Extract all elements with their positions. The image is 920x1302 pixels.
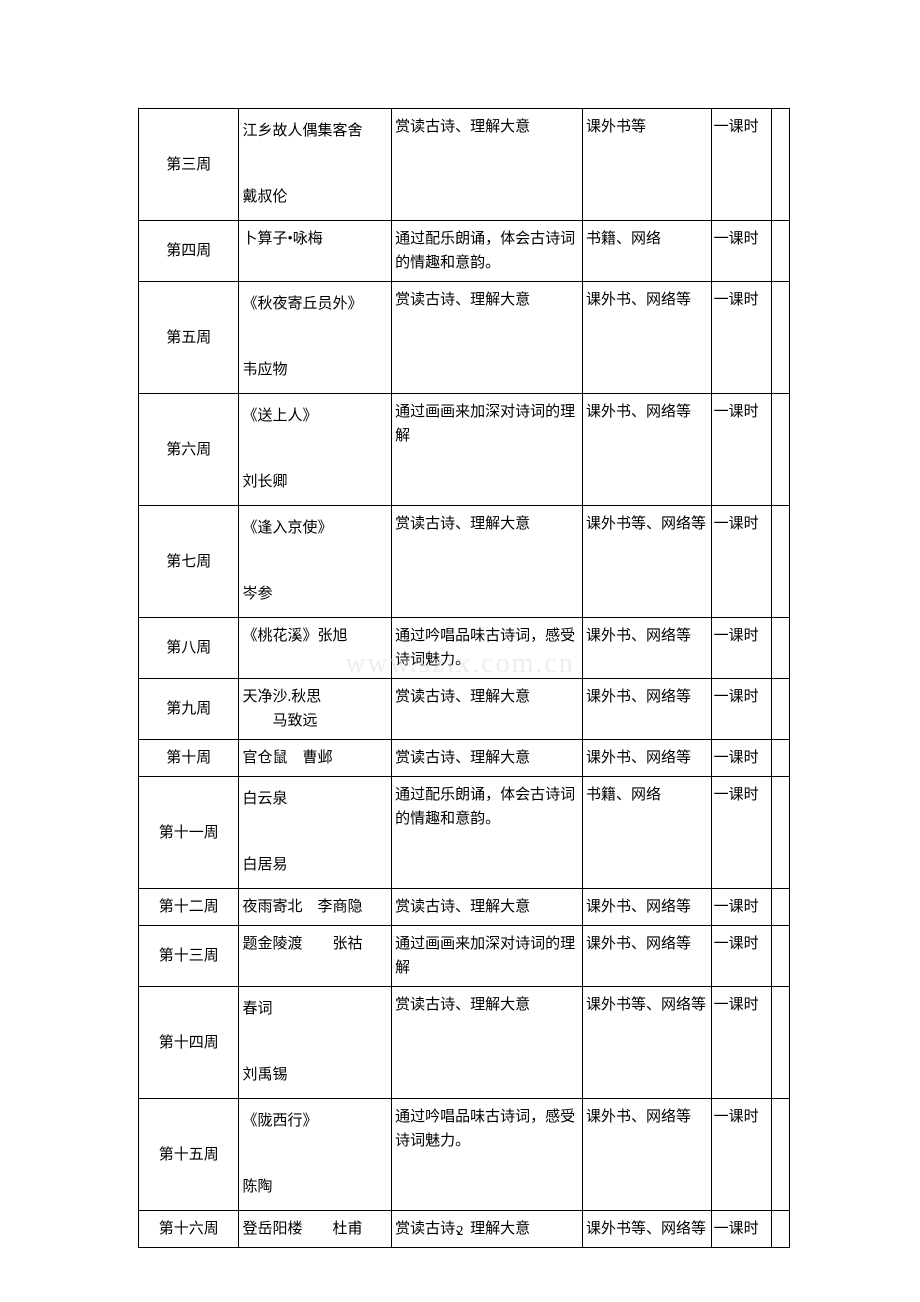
table-row: 第十周官仓鼠 曹邺赏读古诗、理解大意课外书、网络等一课时 [139,740,790,777]
extra-cell [771,777,789,889]
extra-cell [771,618,789,679]
resource-cell: 课外书、网络等 [583,394,712,506]
extra-cell [771,282,789,394]
week-cell: 第十一周 [139,777,239,889]
table-row: 第十三周题金陵渡 张祜通过画画来加深对诗词的理解课外书、网络等一课时 [139,926,790,987]
week-cell: 第十二周 [139,889,239,926]
duration-cell: 一课时 [711,282,771,394]
extra-cell [771,109,789,221]
duration-cell: 一课时 [711,777,771,889]
duration-cell: 一课时 [711,889,771,926]
extra-cell [771,221,789,282]
title-cell: 夜雨寄北 李商隐 [239,889,392,926]
title-cell: 题金陵渡 张祜 [239,926,392,987]
duration-cell: 一课时 [711,394,771,506]
week-cell: 第四周 [139,221,239,282]
activity-cell: 通过画画来加深对诗词的理解 [392,926,583,987]
extra-cell [771,506,789,618]
title-cell: 天净沙.秋思 马致远 [239,679,392,740]
table-row: 第十五周《陇西行》陈陶通过吟唱品味古诗词，感受诗词魅力。课外书、网络等一课时 [139,1099,790,1211]
activity-cell: 通过配乐朗诵，体会古诗词的情趣和意韵。 [392,777,583,889]
extra-cell [771,740,789,777]
title-cell: 《逢入京使》岑参 [239,506,392,618]
table-row: 第六周《送上人》刘长卿通过画画来加深对诗词的理解课外书、网络等一课时 [139,394,790,506]
resource-cell: 课外书等 [583,109,712,221]
extra-cell [771,1099,789,1211]
activity-cell: 通过吟唱品味古诗词，感受诗词魅力。 [392,1099,583,1211]
duration-cell: 一课时 [711,221,771,282]
duration-cell: 一课时 [711,109,771,221]
resource-cell: 课外书等、网络等 [583,506,712,618]
duration-cell: 一课时 [711,926,771,987]
resource-cell: 课外书、网络等 [583,679,712,740]
title-cell: 官仓鼠 曹邺 [239,740,392,777]
resource-cell: 课外书、网络等 [583,618,712,679]
title-cell: 春词刘禹锡 [239,987,392,1099]
activity-cell: 通过吟唱品味古诗词，感受诗词魅力。 [392,618,583,679]
resource-cell: 课外书、网络等 [583,889,712,926]
title-cell: 《桃花溪》张旭 [239,618,392,679]
resource-cell: 书籍、网络 [583,777,712,889]
resource-cell: 书籍、网络 [583,221,712,282]
duration-cell: 一课时 [711,740,771,777]
title-cell: 《陇西行》陈陶 [239,1099,392,1211]
extra-cell [771,889,789,926]
table-row: 第八周《桃花溪》张旭通过吟唱品味古诗词，感受诗词魅力。课外书、网络等一课时 [139,618,790,679]
activity-cell: 赏读古诗、理解大意 [392,987,583,1099]
activity-cell: 赏读古诗、理解大意 [392,740,583,777]
activity-cell: 赏读古诗、理解大意 [392,109,583,221]
extra-cell [771,987,789,1099]
week-cell: 第十四周 [139,987,239,1099]
activity-cell: 通过配乐朗诵，体会古诗词的情趣和意韵。 [392,221,583,282]
week-cell: 第十周 [139,740,239,777]
week-cell: 第八周 [139,618,239,679]
resource-cell: 课外书、网络等 [583,740,712,777]
duration-cell: 一课时 [711,618,771,679]
duration-cell: 一课时 [711,1099,771,1211]
week-cell: 第十三周 [139,926,239,987]
table-row: 第三周江乡故人偶集客舍戴叔伦赏读古诗、理解大意课外书等一课时 [139,109,790,221]
title-cell: 《秋夜寄丘员外》韦应物 [239,282,392,394]
extra-cell [771,926,789,987]
extra-cell [771,394,789,506]
resource-cell: 课外书、网络等 [583,282,712,394]
table-row: 第十一周白云泉白居易通过配乐朗诵，体会古诗词的情趣和意韵。书籍、网络一课时 [139,777,790,889]
week-cell: 第十五周 [139,1099,239,1211]
page-number: 2 [0,1224,920,1240]
title-cell: 江乡故人偶集客舍戴叔伦 [239,109,392,221]
week-cell: 第七周 [139,506,239,618]
resource-cell: 课外书等、网络等 [583,987,712,1099]
title-cell: 卜算子•咏梅 [239,221,392,282]
extra-cell [771,679,789,740]
activity-cell: 赏读古诗、理解大意 [392,282,583,394]
table-row: 第十二周夜雨寄北 李商隐赏读古诗、理解大意课外书、网络等一课时 [139,889,790,926]
duration-cell: 一课时 [711,679,771,740]
table-row: 第十四周春词刘禹锡赏读古诗、理解大意课外书等、网络等一课时 [139,987,790,1099]
table-row: 第九周天净沙.秋思 马致远赏读古诗、理解大意课外书、网络等一课时 [139,679,790,740]
table-row: 第四周卜算子•咏梅通过配乐朗诵，体会古诗词的情趣和意韵。书籍、网络一课时 [139,221,790,282]
title-cell: 白云泉白居易 [239,777,392,889]
week-cell: 第三周 [139,109,239,221]
table-row: 第五周《秋夜寄丘员外》韦应物赏读古诗、理解大意课外书、网络等一课时 [139,282,790,394]
title-cell: 《送上人》刘长卿 [239,394,392,506]
activity-cell: 赏读古诗、理解大意 [392,679,583,740]
activity-cell: 赏读古诗、理解大意 [392,506,583,618]
week-cell: 第五周 [139,282,239,394]
activity-cell: 通过画画来加深对诗词的理解 [392,394,583,506]
resource-cell: 课外书、网络等 [583,1099,712,1211]
activity-cell: 赏读古诗、理解大意 [392,889,583,926]
table-row: 第七周《逢入京使》岑参赏读古诗、理解大意课外书等、网络等一课时 [139,506,790,618]
duration-cell: 一课时 [711,987,771,1099]
duration-cell: 一课时 [711,506,771,618]
page-container: 第三周江乡故人偶集客舍戴叔伦赏读古诗、理解大意课外书等一课时第四周卜算子•咏梅通… [0,0,920,1248]
resource-cell: 课外书、网络等 [583,926,712,987]
week-cell: 第九周 [139,679,239,740]
schedule-table: 第三周江乡故人偶集客舍戴叔伦赏读古诗、理解大意课外书等一课时第四周卜算子•咏梅通… [138,108,790,1248]
week-cell: 第六周 [139,394,239,506]
